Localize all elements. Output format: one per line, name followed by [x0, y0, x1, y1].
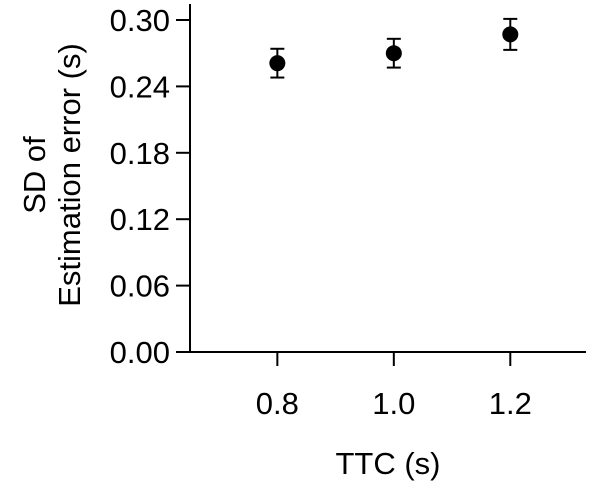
- y-tick-group: 0.00 0.06 0.12 0.18 0.24 0.30: [110, 3, 190, 370]
- y-tick-label: 0.30: [110, 3, 170, 38]
- data-point: [385, 45, 402, 62]
- data-points: [269, 17, 519, 79]
- data-point: [502, 26, 519, 43]
- data-point: [269, 55, 286, 72]
- x-tick-label: 1.0: [372, 386, 415, 421]
- y-tick-label: 0.00: [110, 335, 170, 370]
- x-tick-group: 0.8 1.0 1.2: [256, 352, 532, 421]
- y-tick-label: 0.24: [110, 69, 170, 104]
- x-tick-label: 1.2: [489, 386, 532, 421]
- y-axis-title-line-1: SD of: [17, 136, 52, 214]
- x-tick-label: 0.8: [256, 386, 299, 421]
- x-axis-title: TTC (s): [335, 446, 440, 481]
- y-tick-label: 0.18: [110, 136, 170, 171]
- y-tick-label: 0.12: [110, 202, 170, 237]
- y-tick-label: 0.06: [110, 269, 170, 304]
- y-axis-title-line-2: Estimation error (s): [52, 43, 87, 307]
